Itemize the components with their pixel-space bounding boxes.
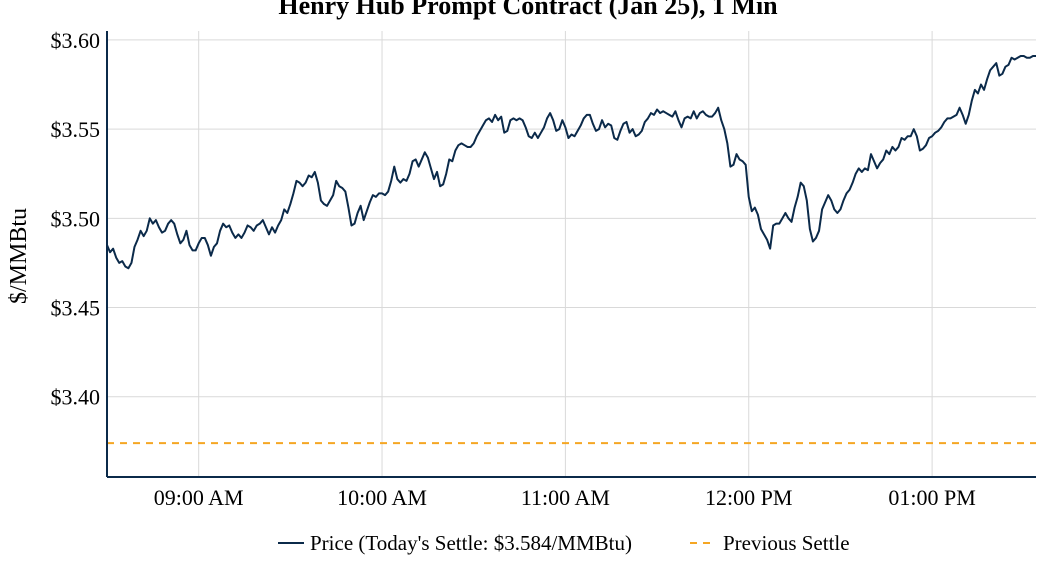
axes xyxy=(106,31,1036,478)
y-tick-label: $3.40 xyxy=(51,385,101,410)
y-tick-label: $3.45 xyxy=(51,296,101,321)
y-axis-title: $/MMBtu xyxy=(6,208,32,304)
legend: Price (Today's Settle: $3.584/MMBtu) Pre… xyxy=(278,531,850,555)
x-tick-labels: 09:00 AM 10:00 AM 11:00 AM 12:00 PM 01:00 PM xyxy=(154,485,976,510)
legend-price-label: Price (Today's Settle: $3.584/MMBtu) xyxy=(310,531,632,555)
x-tick-label: 11:00 AM xyxy=(521,485,610,510)
legend-previous-settle-label: Previous Settle xyxy=(723,531,850,555)
x-tick-label: 10:00 AM xyxy=(337,485,427,510)
x-tick-label: 09:00 AM xyxy=(154,485,244,510)
y-tick-label: $3.60 xyxy=(51,28,101,53)
series-layer xyxy=(106,54,1036,445)
y-tick-label: $3.50 xyxy=(51,206,101,231)
y-tick-label: $3.55 xyxy=(51,117,101,142)
chart-title: Henry Hub Prompt Contract (Jan 25), 1 Mi… xyxy=(278,0,778,20)
x-tick-label: 12:00 PM xyxy=(705,485,792,510)
x-tick-label: 01:00 PM xyxy=(888,485,975,510)
grid xyxy=(107,31,1036,477)
price-series-line xyxy=(106,54,1036,270)
y-tick-labels: $3.60 $3.55 $3.50 $3.45 $3.40 xyxy=(51,28,101,410)
